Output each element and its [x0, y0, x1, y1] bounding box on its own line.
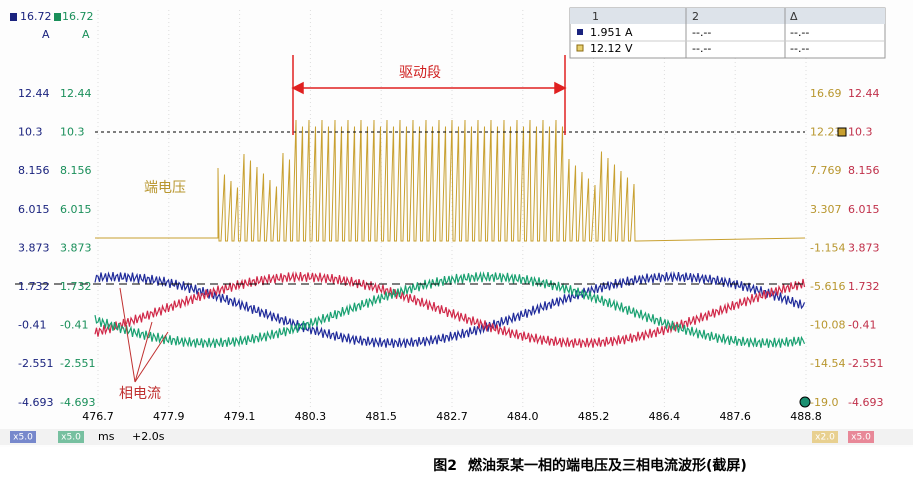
left-label: -0.41 [60, 319, 88, 332]
left-label: -2.551 [18, 357, 53, 370]
table-cell: 12.12 V [590, 42, 633, 55]
marker [799, 396, 811, 408]
current-label: 相电流 [119, 386, 161, 402]
table-cell: --.-- [790, 26, 809, 39]
scope-bg [0, 0, 913, 447]
unit-label: ms [98, 430, 115, 443]
scale-label: x5.0 [851, 433, 871, 443]
cursor-table [569, 7, 886, 59]
caption-label: 图2 [433, 458, 457, 474]
table-cell: --.-- [790, 42, 809, 55]
right-label: -1.154 [810, 241, 845, 254]
table-header: 2 [692, 10, 699, 23]
table-cell: --.-- [692, 26, 711, 39]
left-label: 3.873 [60, 241, 92, 254]
left-label: -0.41 [18, 319, 46, 332]
voltage-label: 端电压 [144, 180, 186, 196]
drive-marker [291, 55, 567, 135]
right-label: 6.015 [848, 203, 880, 216]
scale-badge [812, 431, 838, 443]
drive-label: 驱动段 [399, 65, 441, 81]
waveform [95, 119, 806, 242]
x-tick-label: 476.7 [82, 410, 114, 423]
table-cell: 1.951 A [590, 26, 633, 39]
table-header: Δ [790, 10, 798, 23]
left-label: -4.693 [18, 396, 53, 409]
table-header: 1 [592, 10, 599, 23]
marker [54, 13, 61, 21]
right-label: 16.69 [810, 87, 842, 100]
x-tick-label: 482.7 [436, 410, 468, 423]
marker [837, 127, 847, 137]
x-tick-label: 485.2 [578, 410, 610, 423]
right-label: -5.616 [810, 280, 845, 293]
x-tick-label: 481.5 [365, 410, 397, 423]
scale-label: x5.0 [61, 433, 81, 443]
left-label: 3.873 [18, 241, 50, 254]
caption-text: 燃油泵某一相的端电压及三相电流波形(截屏) [468, 457, 747, 474]
left-label: 8.156 [18, 164, 50, 177]
top-label: 16.72 [62, 10, 94, 23]
scale-label: x2.0 [815, 433, 835, 443]
left-label: 1.732 [60, 280, 92, 293]
scale-badge [58, 431, 84, 443]
scale-label: x5.0 [13, 433, 33, 443]
right-label: -19.0 [810, 396, 838, 409]
unit-label: A [42, 28, 50, 41]
left-label: 6.015 [60, 203, 92, 216]
x-tick-label: 477.9 [153, 410, 185, 423]
unit-label: A [82, 28, 90, 41]
scale-badge [10, 431, 36, 443]
left-label: 12.44 [60, 87, 92, 100]
left-label: 12.44 [18, 87, 50, 100]
x-tick-label: 479.1 [224, 410, 256, 423]
marker [10, 13, 17, 21]
offset-label: +2.0s [132, 430, 165, 443]
right-label: 1.732 [848, 280, 880, 293]
x-tick-label: 484.0 [507, 410, 539, 423]
right-label: 12.44 [848, 87, 880, 100]
waveform [94, 271, 806, 349]
table-cell: --.-- [692, 42, 711, 55]
x-tick-label: 480.3 [295, 410, 327, 423]
left-label: 6.015 [18, 203, 50, 216]
waveform [94, 270, 806, 349]
current-pointer [119, 287, 169, 383]
right-label: 3.873 [848, 241, 880, 254]
right-label: 10.3 [848, 126, 873, 139]
right-label: 7.769 [810, 164, 842, 177]
top-label: 16.72 [20, 10, 52, 23]
x-tick-label: 486.4 [649, 410, 681, 423]
right-label: 12.23 [810, 126, 842, 139]
x-tick-label: 487.6 [719, 410, 751, 423]
left-label: 8.156 [60, 164, 92, 177]
bottom-bar [0, 429, 913, 445]
left-label: 1.732 [18, 280, 50, 293]
right-label: -14.54 [810, 357, 845, 370]
right-label: -0.41 [848, 319, 876, 332]
left-label: -2.551 [60, 357, 95, 370]
right-label: 8.156 [848, 164, 880, 177]
right-label: -2.551 [848, 357, 883, 370]
waveform [94, 271, 806, 349]
scale-badge [848, 431, 874, 443]
left-label: 10.3 [18, 126, 43, 139]
right-label: -4.693 [848, 396, 883, 409]
right-label: -10.08 [810, 319, 845, 332]
right-label: 3.307 [810, 203, 842, 216]
left-label: 10.3 [60, 126, 85, 139]
x-tick-label: 488.8 [790, 410, 822, 423]
left-label: -4.693 [60, 396, 95, 409]
